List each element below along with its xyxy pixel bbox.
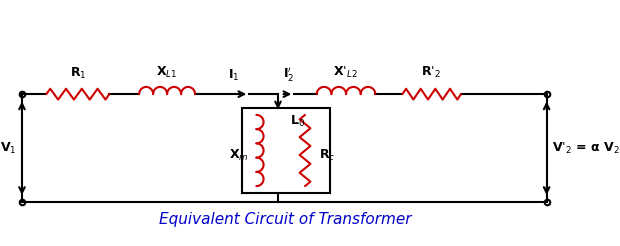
Text: V$_1$: V$_1$ — [0, 141, 17, 156]
Text: X$'_{L2}$: X$'_{L2}$ — [334, 65, 358, 80]
Bar — [242, 108, 330, 193]
Text: R$_1$: R$_1$ — [69, 65, 86, 81]
Text: L$_0$: L$_0$ — [290, 114, 305, 129]
Text: Equivalent Circuit of Transformer: Equivalent Circuit of Transformer — [159, 212, 412, 227]
Text: R$_c$: R$_c$ — [319, 147, 336, 163]
Text: I$_1$: I$_1$ — [228, 68, 239, 83]
Text: R$'_2$: R$'_2$ — [422, 65, 441, 80]
Text: I$_2'$: I$_2'$ — [283, 65, 294, 83]
Text: V$'_2$ = α V$_2$: V$'_2$ = α V$_2$ — [552, 141, 620, 156]
Text: X$_{L1}$: X$_{L1}$ — [156, 65, 178, 80]
Text: X$_m$: X$_m$ — [229, 147, 249, 163]
